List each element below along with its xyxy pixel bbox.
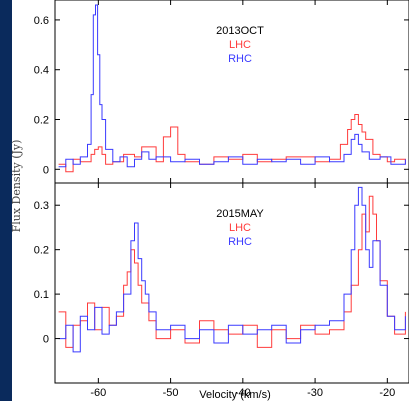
- y-tick-label: 0.2: [34, 115, 49, 127]
- legend-lhc: LHC: [229, 222, 251, 234]
- y-tick-label: 0.1: [34, 289, 49, 301]
- y-tick-label: 0.2: [34, 245, 49, 257]
- x-tick-label: -60: [90, 387, 106, 399]
- panel-2015may: 0 0.1 0.2 0.3 -60 -50 -40 -30 -20 2015MAY LHC RHC: [34, 182, 409, 399]
- y-tick-label: 0: [43, 334, 49, 346]
- y-tick-label: 0.6: [34, 15, 49, 27]
- x-axis-label: Velocity (km/s): [199, 389, 271, 401]
- y-tick-label: 0.4: [34, 65, 49, 77]
- panel-title: 2013OCT: [216, 25, 264, 37]
- y-tick-label: 0.3: [34, 200, 49, 212]
- legend-rhc: RHC: [228, 236, 252, 248]
- x-tick-label: -20: [379, 387, 395, 399]
- series-line-lhc: [58, 114, 406, 173]
- legend-rhc: RHC: [228, 53, 252, 65]
- series-line-rhc: [58, 4, 406, 168]
- plot-background: [12, 0, 409, 401]
- y-axis-label: Flux Density (Jy): [10, 140, 23, 233]
- y-tick-label: 0: [43, 164, 49, 176]
- x-tick-label: -40: [235, 387, 251, 399]
- series-line-rhc: [58, 186, 406, 353]
- x-tick-label: -50: [163, 387, 179, 399]
- panel-2013oct: 0 0.2 0.4 0.6 2013OCT LHC RHC: [34, 0, 409, 184]
- panel-frame: [54, 182, 409, 384]
- x-tick-label: -30: [307, 387, 323, 399]
- panel-title: 2015MAY: [216, 208, 264, 220]
- legend-lhc: LHC: [229, 39, 251, 51]
